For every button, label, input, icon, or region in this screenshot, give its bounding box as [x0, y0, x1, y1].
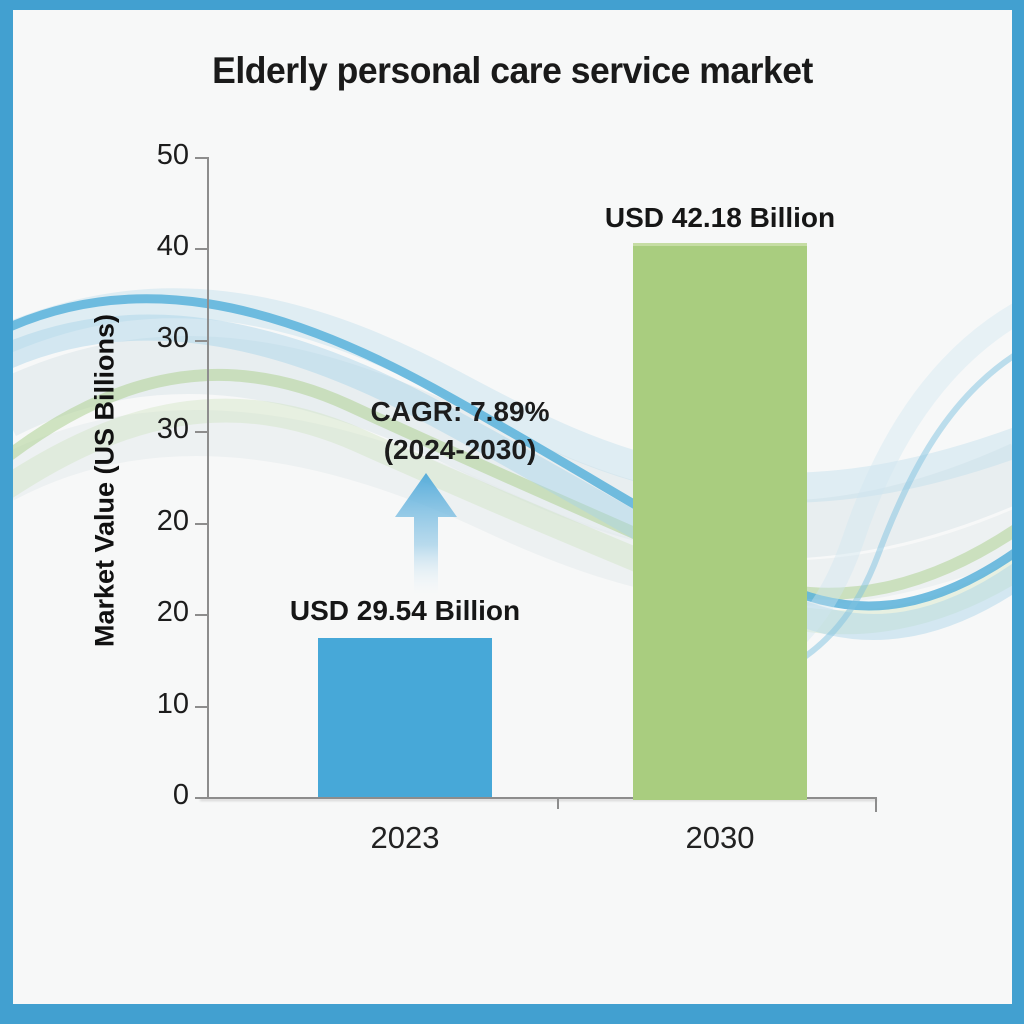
chart-title: Elderly personal care service market	[212, 50, 813, 91]
x-tick-label-2023: 2023	[370, 820, 440, 855]
y-axis-tick	[195, 248, 208, 250]
background-waves-decoration	[13, 288, 1012, 701]
cagr-line2: (2024-2030)	[383, 434, 537, 465]
x-tick-label-2030: 2030	[685, 820, 755, 855]
y-tick-label: 50	[156, 139, 189, 171]
y-axis-line	[207, 157, 209, 799]
bar-2023	[318, 638, 492, 797]
cagr-annotation: CAGR: 7.89% (2024-2030)	[325, 393, 595, 469]
bar-value-label-2023: USD 29.54 Billion	[289, 595, 521, 626]
bar-value-label-2030: USD 42.18 Billion	[604, 202, 836, 233]
y-axis-tick	[195, 431, 208, 433]
chart-canvas: Elderly personal care service market Mar…	[13, 10, 1012, 1004]
y-tick-label: 0	[172, 779, 189, 811]
y-tick-label: 20	[156, 505, 189, 537]
x-axis-line	[200, 797, 877, 799]
y-tick-label: 20	[156, 596, 189, 628]
y-tick-label: 10	[156, 688, 189, 720]
y-axis-tick	[195, 340, 208, 342]
y-tick-label: 40	[156, 230, 189, 262]
y-axis-tick	[195, 614, 208, 616]
y-axis-tick	[195, 523, 208, 525]
y-axis-tick	[195, 157, 208, 159]
cagr-line1: CAGR: 7.89%	[370, 396, 550, 427]
x-axis-mid-tick	[557, 799, 559, 809]
y-tick-label: 30	[156, 413, 189, 445]
y-axis-title: Market Value (US Billions)	[89, 313, 120, 648]
x-axis-end-tick	[875, 799, 877, 812]
bar-2030	[633, 243, 807, 800]
y-tick-label: 30	[156, 322, 189, 354]
y-axis-tick	[195, 706, 208, 708]
cagr-arrow-up-icon	[395, 473, 457, 593]
